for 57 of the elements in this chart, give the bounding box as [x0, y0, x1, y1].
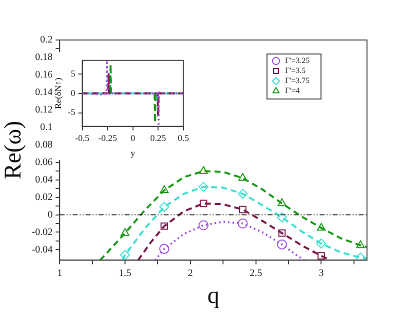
legend-label: Γ'=3.75: [285, 76, 310, 86]
point: [356, 240, 365, 248]
x-axis-title: y: [130, 148, 136, 158]
point: [120, 228, 130, 236]
y-tick-label: 0.08: [35, 139, 53, 150]
point: [316, 222, 326, 231]
x-tick-label: 1.5: [118, 268, 132, 279]
point: [316, 238, 326, 249]
y-tick-label: -0.02: [32, 226, 53, 238]
x-tick-label: 3: [318, 268, 324, 279]
point: [238, 188, 248, 199]
point: [278, 229, 286, 237]
x-tick-label: -0.5: [75, 133, 90, 144]
point: [238, 218, 248, 228]
y-tick-label: 0.2: [40, 34, 53, 46]
point: [199, 166, 208, 174]
y-tick-label: 0.14: [35, 87, 53, 98]
point: [198, 220, 209, 230]
y-tick-label: 0.04: [35, 174, 53, 186]
y-tick-label: 0: [70, 88, 76, 98]
y-tick-label: 0.06: [35, 156, 53, 168]
point: [318, 252, 325, 260]
point: [159, 202, 170, 212]
point: [120, 250, 130, 260]
point: [276, 212, 287, 222]
point: [276, 239, 287, 250]
point: [238, 173, 248, 181]
x-tick-label: 0: [130, 133, 136, 144]
x-tick-label: 1: [57, 268, 62, 279]
y-tick-label: 0.16: [35, 70, 53, 81]
point: [355, 252, 366, 260]
point: [198, 182, 209, 192]
y-tick-label: 5: [70, 68, 76, 78]
legend-label: Γ'=3.25: [285, 56, 310, 66]
x-tick-label: 2.5: [250, 268, 262, 279]
y-tick-label: 0.1: [40, 122, 53, 134]
x-tick-label: 0.25: [150, 133, 166, 144]
y-tick-label: 0: [48, 209, 53, 220]
point: [160, 185, 169, 194]
x-tick-label: 2: [188, 268, 193, 279]
x-axis-title: q: [207, 282, 220, 309]
y-tick-label: -5: [68, 107, 76, 118]
y-tick-label: 0.18: [35, 52, 53, 64]
point: [278, 198, 286, 206]
point: [160, 222, 168, 230]
x-tick-label: 0.5: [178, 133, 190, 144]
y-axis-title: Re(ω): [0, 120, 27, 180]
point: [200, 200, 208, 208]
legend-label: Γ'=4: [285, 86, 300, 96]
y-tick-label: -0.04: [32, 244, 53, 256]
y-axis-title: Re(δN↑): [52, 78, 63, 110]
y-tick-label: 0.02: [35, 192, 53, 203]
y-tick-label: 0.12: [35, 104, 53, 116]
x-tick-label: -0.25: [98, 133, 118, 144]
point: [239, 206, 246, 214]
point: [159, 244, 170, 254]
legend-label: Γ'=3.5: [285, 66, 306, 76]
